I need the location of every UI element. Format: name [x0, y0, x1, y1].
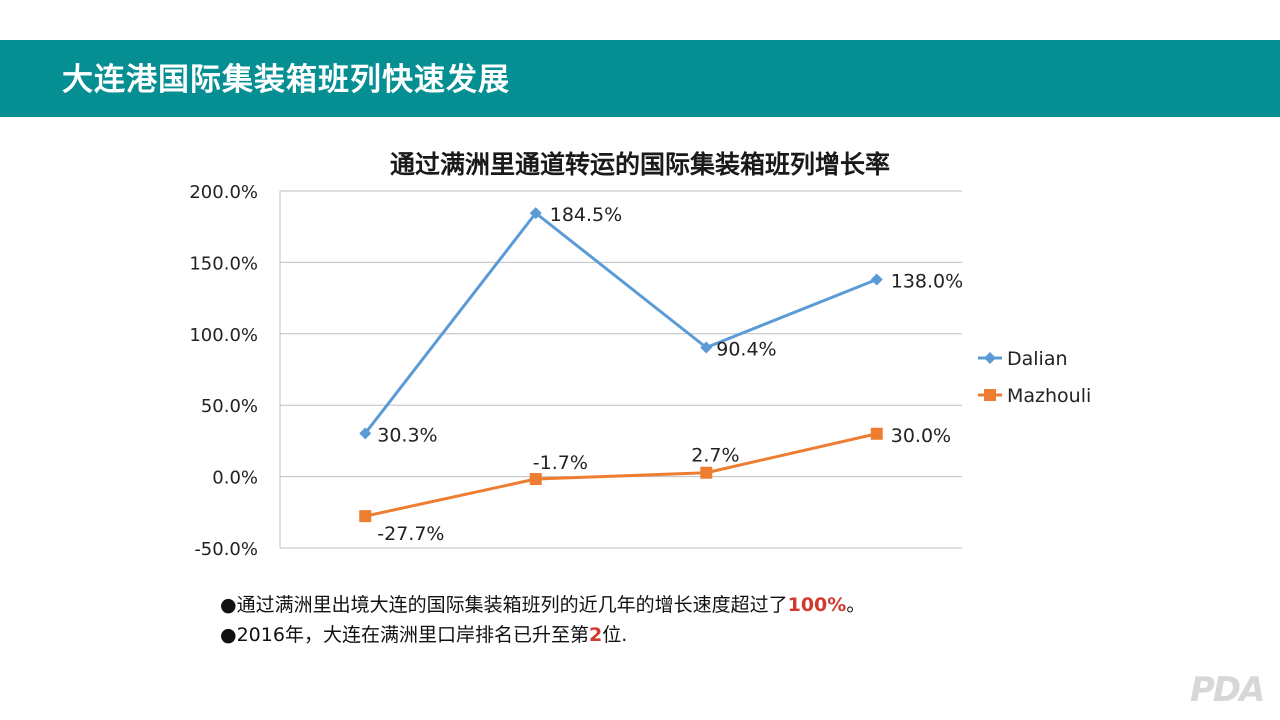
y-tick-label: 150.0% — [189, 253, 258, 274]
bullet-marker: ● — [220, 594, 237, 616]
bullet-suffix: 位. — [602, 624, 628, 646]
y-tick-label: 200.0% — [189, 182, 258, 203]
bullet-text: 2016年，大连在满洲里口岸排名已升至第 — [236, 624, 589, 646]
bullet-list: ●通过满洲里出境大连的国际集装箱班列的近几年的增长速度超过了100%。 ●201… — [220, 590, 865, 650]
bullet-highlight: 100% — [787, 594, 847, 616]
bullet-item: ●2016年，大连在满洲里口岸排名已升至第2位. — [220, 620, 865, 650]
data-point-dalian — [870, 273, 883, 286]
bullet-item: ●通过满洲里出境大连的国际集装箱班列的近几年的增长速度超过了100%。 — [220, 590, 865, 620]
series-line-dalian — [364, 211, 878, 435]
y-tick-label: 100.0% — [189, 325, 258, 346]
data-point-mazhouli — [870, 427, 883, 440]
legend-label-dalian: Dalian — [1007, 348, 1068, 370]
chart-title: 通过满洲里通道转运的国际集装箱班列增长率 — [389, 150, 890, 179]
legend-marker — [984, 389, 996, 401]
pda-logo: PDA — [1190, 670, 1265, 710]
title-banner — [0, 40, 1280, 117]
y-tick-label: -50.0% — [194, 539, 258, 560]
series-line-mazhouli — [364, 432, 878, 518]
data-label: 2.7% — [691, 445, 739, 467]
data-point-mazhouli — [700, 466, 713, 479]
y-tick-label: 0.0% — [212, 468, 258, 489]
bullet-suffix: 。 — [846, 594, 866, 616]
data-point-mazhouli — [529, 473, 542, 486]
legend-marker — [984, 352, 996, 364]
data-label: 30.3% — [377, 424, 437, 446]
data-label: 184.5% — [550, 204, 622, 226]
data-point-dalian — [700, 341, 713, 354]
bullet-marker: ● — [220, 624, 237, 646]
bullet-highlight: 2 — [588, 624, 603, 646]
data-label: 30.0% — [891, 425, 951, 447]
data-point-dalian — [529, 207, 542, 220]
bullet-text: 通过满洲里出境大连的国际集装箱班列的近几年的增长速度超过了 — [236, 594, 788, 616]
data-label: 138.0% — [891, 271, 963, 293]
y-tick-label: 50.0% — [201, 396, 258, 417]
data-point-dalian — [359, 427, 372, 440]
data-label: -1.7% — [533, 452, 588, 474]
data-label: -27.7% — [377, 523, 444, 545]
legend-label-mazhouli: Mazhouli — [1007, 385, 1091, 407]
slide-title: 大连港国际集装箱班列快速发展 — [62, 62, 510, 98]
data-point-mazhouli — [359, 510, 372, 523]
data-label: 90.4% — [716, 339, 776, 361]
